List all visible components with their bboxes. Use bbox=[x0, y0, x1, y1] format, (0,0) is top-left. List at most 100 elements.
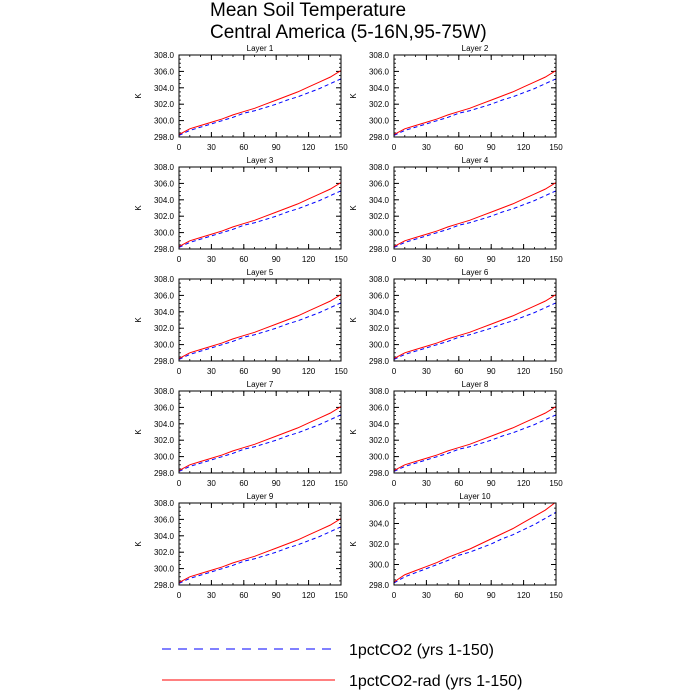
y-tick-label: 306.0 bbox=[369, 291, 390, 300]
y-tick-label: 302.0 bbox=[154, 212, 175, 221]
x-tick-label: 150 bbox=[334, 479, 348, 488]
series-line-1pctco2 bbox=[179, 414, 341, 472]
y-axis-label: K bbox=[134, 429, 143, 435]
chart-title-line-2: Central America (5-16N,95-75W) bbox=[210, 22, 487, 43]
plot-frame bbox=[393, 54, 557, 138]
panel-layer-6: Layer 6 K 0 30 60 90 120 150 298.0 300.0 302.0 304.… bbox=[349, 268, 563, 376]
x-tick-label: 0 bbox=[392, 367, 397, 376]
x-tick-label: 60 bbox=[454, 479, 463, 488]
y-tick-label: 304.0 bbox=[154, 84, 175, 93]
x-tick-label: 150 bbox=[334, 255, 348, 264]
x-tick-label: 120 bbox=[302, 143, 316, 152]
plot-frame bbox=[178, 502, 342, 586]
x-tick-label: 30 bbox=[422, 479, 431, 488]
x-tick-label: 60 bbox=[454, 143, 463, 152]
x-tick-label: 150 bbox=[334, 143, 348, 152]
y-axis-label: K bbox=[349, 317, 358, 323]
chart-title-line-1: Mean Soil Temperature bbox=[210, 0, 407, 21]
y-tick-label: 298.0 bbox=[154, 581, 175, 590]
x-tick-label: 90 bbox=[272, 143, 281, 152]
chart-title: Mean Soil Temperature Central America (5… bbox=[210, 0, 487, 44]
panel-layer-5: Layer 5 K 0 30 60 90 120 150 298.0 300.0 302.0 304.… bbox=[134, 268, 348, 376]
series-line-1pctco2-rad bbox=[394, 503, 556, 583]
y-tick-label: 298.0 bbox=[154, 245, 175, 254]
series-line-1pctco2-rad bbox=[394, 406, 556, 471]
y-axis-label: K bbox=[134, 93, 143, 99]
x-tick-label: 90 bbox=[487, 255, 496, 264]
y-tick-label: 298.0 bbox=[154, 357, 175, 366]
x-tick-label: 120 bbox=[517, 255, 531, 264]
x-tick-label: 90 bbox=[487, 367, 496, 376]
y-tick-label: 308.0 bbox=[154, 275, 175, 284]
y-tick-label: 304.0 bbox=[369, 84, 390, 93]
series-line-1pctco2 bbox=[179, 302, 341, 360]
y-tick-label: 300.0 bbox=[154, 117, 175, 126]
x-tick-label: 90 bbox=[272, 591, 281, 600]
x-tick-label: 150 bbox=[549, 479, 563, 488]
plot-frame bbox=[393, 390, 557, 474]
series-line-1pctco2 bbox=[394, 414, 556, 472]
y-tick-label: 306.0 bbox=[154, 403, 175, 412]
y-tick-label: 298.0 bbox=[369, 245, 390, 254]
series-line-1pctco2 bbox=[179, 526, 341, 584]
panel-title: Layer 7 bbox=[247, 380, 274, 389]
x-tick-label: 0 bbox=[392, 479, 397, 488]
panel-title: Layer 6 bbox=[462, 268, 489, 277]
x-tick-label: 90 bbox=[487, 591, 496, 600]
x-tick-label: 120 bbox=[517, 367, 531, 376]
x-tick-label: 60 bbox=[239, 367, 248, 376]
x-tick-label: 150 bbox=[549, 143, 563, 152]
x-tick-label: 150 bbox=[334, 591, 348, 600]
x-tick-label: 60 bbox=[239, 255, 248, 264]
y-tick-label: 300.0 bbox=[154, 229, 175, 238]
y-tick-label: 306.0 bbox=[369, 179, 390, 188]
plot-frame bbox=[178, 390, 342, 474]
y-tick-label: 308.0 bbox=[154, 499, 175, 508]
x-tick-label: 30 bbox=[207, 367, 216, 376]
x-tick-label: 30 bbox=[207, 255, 216, 264]
y-tick-label: 300.0 bbox=[154, 341, 175, 350]
panel-layer-10: Layer 10 K 0 30 60 90 120 150 298.0 300.0 302.0 304… bbox=[349, 492, 563, 600]
y-tick-label: 308.0 bbox=[154, 387, 175, 396]
y-tick-label: 298.0 bbox=[369, 581, 390, 590]
series-line-1pctco2-rad bbox=[179, 182, 341, 247]
panel-title: Layer 1 bbox=[247, 44, 274, 53]
y-tick-label: 302.0 bbox=[369, 212, 390, 221]
panel-layer-9: Layer 9 K 0 30 60 90 120 150 298.0 300.0 302.0 304.… bbox=[134, 492, 348, 600]
x-tick-label: 150 bbox=[334, 367, 348, 376]
x-tick-label: 0 bbox=[177, 591, 182, 600]
x-tick-label: 0 bbox=[177, 255, 182, 264]
y-tick-label: 308.0 bbox=[369, 275, 390, 284]
x-tick-label: 120 bbox=[302, 479, 316, 488]
y-tick-label: 300.0 bbox=[154, 565, 175, 574]
plot-frame bbox=[393, 278, 557, 362]
plot-frame bbox=[178, 166, 342, 250]
panel-layer-4: Layer 4 K 0 30 60 90 120 150 298.0 300.0 302.0 304.… bbox=[349, 156, 563, 264]
y-tick-label: 304.0 bbox=[369, 520, 390, 529]
panel-title: Layer 4 bbox=[462, 156, 489, 165]
y-tick-label: 302.0 bbox=[154, 548, 175, 557]
x-tick-label: 90 bbox=[272, 255, 281, 264]
x-tick-label: 120 bbox=[302, 591, 316, 600]
y-axis-label: K bbox=[349, 205, 358, 211]
panel-layer-8: Layer 8 K 0 30 60 90 120 150 298.0 300.0 302.0 304.… bbox=[349, 380, 563, 488]
y-tick-label: 300.0 bbox=[369, 341, 390, 350]
x-tick-label: 60 bbox=[239, 591, 248, 600]
series-line-1pctco2 bbox=[394, 190, 556, 248]
y-tick-label: 300.0 bbox=[369, 453, 390, 462]
series-line-1pctco2 bbox=[394, 78, 556, 136]
x-tick-label: 60 bbox=[239, 479, 248, 488]
y-axis-label: K bbox=[349, 93, 358, 99]
y-axis-label: K bbox=[134, 317, 143, 323]
y-tick-label: 302.0 bbox=[369, 540, 390, 549]
series-line-1pctco2-rad bbox=[179, 70, 341, 135]
y-tick-label: 304.0 bbox=[369, 308, 390, 317]
plot-frame bbox=[393, 502, 557, 586]
y-tick-label: 304.0 bbox=[154, 532, 175, 541]
plot-frame bbox=[393, 166, 557, 250]
plot-frame bbox=[178, 54, 342, 138]
panel-layer-1: Layer 1 K 0 30 60 90 120 150 298.0 300.0 302.0 304.… bbox=[134, 44, 348, 152]
y-tick-label: 308.0 bbox=[154, 163, 175, 172]
panel-title: Layer 5 bbox=[247, 268, 274, 277]
y-tick-label: 298.0 bbox=[369, 133, 390, 142]
